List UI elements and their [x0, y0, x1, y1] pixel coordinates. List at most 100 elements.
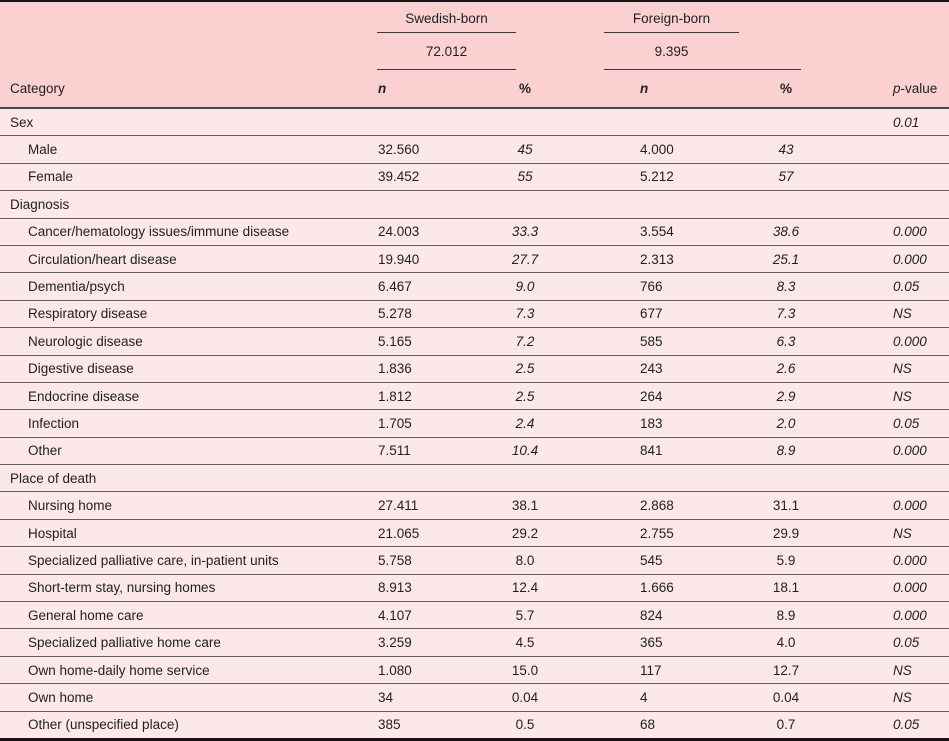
table-row: Other (unspecified place) 385 0.5 68 0.7 0.05	[0, 710, 949, 738]
cell-foreign-percent: 4.0	[776, 635, 796, 651]
cell-p-value: 0.05	[893, 415, 920, 431]
cell-foreign-n: 264	[640, 388, 663, 404]
section-label: Sex	[10, 114, 34, 130]
cell-foreign-n: 545	[640, 552, 663, 568]
cell-foreign-n: 677	[640, 306, 663, 322]
row-label: Infection	[28, 415, 80, 431]
cell-p-value: NS	[893, 388, 912, 404]
table-row: Short-term stay, nursing homes 8.913 12.4 1…	[0, 573, 949, 601]
cell-foreign-percent: 8.9	[776, 443, 796, 459]
cell-swedish-n: 5.165	[378, 333, 412, 349]
cell-foreign-n: 183	[640, 415, 663, 431]
table-row: Digestive disease 1.836 2.5 243 2.6 NS	[0, 354, 949, 382]
cell-p-value: NS	[893, 361, 912, 377]
cell-foreign-n: 824	[640, 607, 663, 623]
cell-swedish-n: 1.836	[378, 361, 412, 377]
cell-swedish-percent: 12.4	[511, 580, 539, 596]
cell-foreign-percent: 6.3	[776, 333, 796, 349]
column-header-swedish-percent: %	[518, 81, 531, 96]
cell-foreign-n: 2.313	[640, 251, 674, 267]
cell-foreign-n: 585	[640, 333, 663, 349]
row-label: Other	[28, 443, 62, 459]
row-label: Nursing home	[28, 498, 113, 514]
cell-foreign-n: 68	[640, 717, 656, 733]
cell-foreign-percent: 8.9	[776, 607, 796, 623]
row-label: Short-term stay, nursing homes	[28, 580, 216, 596]
table-row: Hospital 21.065 29.2 2.755 29.9 NS	[0, 518, 949, 546]
cell-swedish-percent: 0.04	[511, 689, 539, 705]
table-row: Neurologic disease 5.165 7.2 585 6.3 0.000	[0, 327, 949, 354]
column-header-foreign-percent: %	[779, 81, 792, 96]
table-row: Nursing home 27.411 38.1 2.868 31.1 0.000	[0, 491, 949, 518]
foreign-born-count: 9.395	[654, 44, 689, 59]
cell-swedish-n: 7.511	[378, 443, 411, 459]
cell-swedish-n: 24.003	[378, 224, 420, 240]
table-row: Circulation/heart disease 19.940 27.7 2.313…	[0, 244, 949, 272]
cell-p-value: NS	[893, 525, 912, 541]
cell-swedish-percent: 27.7	[511, 251, 539, 267]
cell-swedish-percent: 8.0	[515, 552, 535, 568]
cell-p-value: 0.05	[893, 279, 920, 295]
row-label: Neurologic disease	[28, 333, 143, 349]
cell-foreign-percent: 5.9	[776, 552, 796, 568]
cell-swedish-percent: 33.3	[511, 224, 539, 240]
section-row: Sex 0.01	[0, 109, 949, 135]
cell-p-value: 0.000	[893, 224, 927, 240]
table-body: Sex 0.01 Male 32.560 45 4.000 43 Female 39.452 55…	[0, 109, 949, 738]
row-label: Female	[28, 169, 74, 185]
cell-foreign-n: 5.212	[640, 169, 674, 185]
column-header-swedish-n: n	[378, 81, 387, 96]
cell-p-value: 0.000	[893, 498, 927, 514]
cell-swedish-percent: 55	[517, 169, 533, 185]
table-header: Swedish-born 72.012 Foreign-born 9.395 C…	[0, 2, 949, 109]
cell-p-value: 0.000	[893, 607, 927, 623]
section-row: Diagnosis	[0, 190, 949, 217]
cell-swedish-n: 1.705	[378, 415, 412, 431]
cell-swedish-n: 27.411	[378, 498, 419, 514]
column-header-category: Category	[10, 81, 65, 96]
cell-swedish-n: 32.560	[378, 142, 420, 158]
cell-p-value: 0.000	[893, 251, 927, 267]
cell-foreign-percent: 38.6	[772, 224, 800, 240]
table-row: Own home-daily home service 1.080 15.0 117 1…	[0, 655, 949, 683]
row-label: General home care	[28, 607, 144, 623]
cell-foreign-percent: 2.9	[776, 388, 796, 404]
cell-foreign-n: 117	[640, 662, 662, 678]
table-row: Dementia/psych 6.467 9.0 766 8.3 0.05	[0, 272, 949, 299]
section-label: Diagnosis	[10, 196, 70, 212]
cell-swedish-percent: 38.1	[511, 498, 539, 514]
cell-foreign-percent: 57	[778, 169, 794, 185]
column-header-p-value: p-value	[893, 81, 938, 96]
cell-swedish-n: 5.758	[378, 552, 412, 568]
column-header-row: Category n % n % p-value	[0, 70, 949, 107]
row-label: Digestive disease	[28, 361, 134, 377]
row-label: Specialized palliative home care	[28, 635, 221, 651]
cell-swedish-percent: 7.3	[515, 306, 535, 322]
cell-foreign-percent: 29.9	[772, 525, 800, 541]
row-label: Male	[28, 142, 58, 158]
cell-p-value: 0.000	[893, 580, 927, 596]
cell-swedish-n: 5.278	[378, 306, 412, 322]
cell-swedish-n: 34	[378, 689, 394, 705]
cell-p-value: 0.01	[893, 114, 920, 130]
row-label: Endocrine disease	[28, 388, 140, 404]
cell-foreign-percent: 2.0	[776, 415, 796, 431]
cell-swedish-percent: 2.4	[515, 415, 535, 431]
row-label: Hospital	[28, 525, 77, 541]
table-row: General home care 4.107 5.7 824 8.9 0.000	[0, 601, 949, 628]
cell-p-value: NS	[893, 306, 912, 322]
cell-foreign-percent: 25.1	[772, 251, 800, 267]
table-row: Endocrine disease 1.812 2.5 264 2.9 NS	[0, 381, 949, 409]
column-header-foreign-n: n	[640, 81, 649, 96]
cell-swedish-percent: 0.5	[515, 717, 535, 733]
table-row: Specialized palliative care, in-patient …	[0, 546, 949, 573]
cell-swedish-percent: 15.0	[511, 662, 539, 678]
cell-swedish-percent: 2.5	[515, 361, 535, 377]
cell-swedish-n: 21.065	[378, 525, 420, 541]
cell-swedish-n: 1.812	[378, 388, 412, 404]
row-label: Own home-daily home service	[28, 662, 210, 678]
cell-swedish-percent: 10.4	[511, 443, 539, 459]
cell-foreign-n: 4.000	[640, 142, 674, 158]
cell-swedish-percent: 2.5	[515, 388, 535, 404]
cell-p-value: 0.05	[893, 717, 920, 733]
